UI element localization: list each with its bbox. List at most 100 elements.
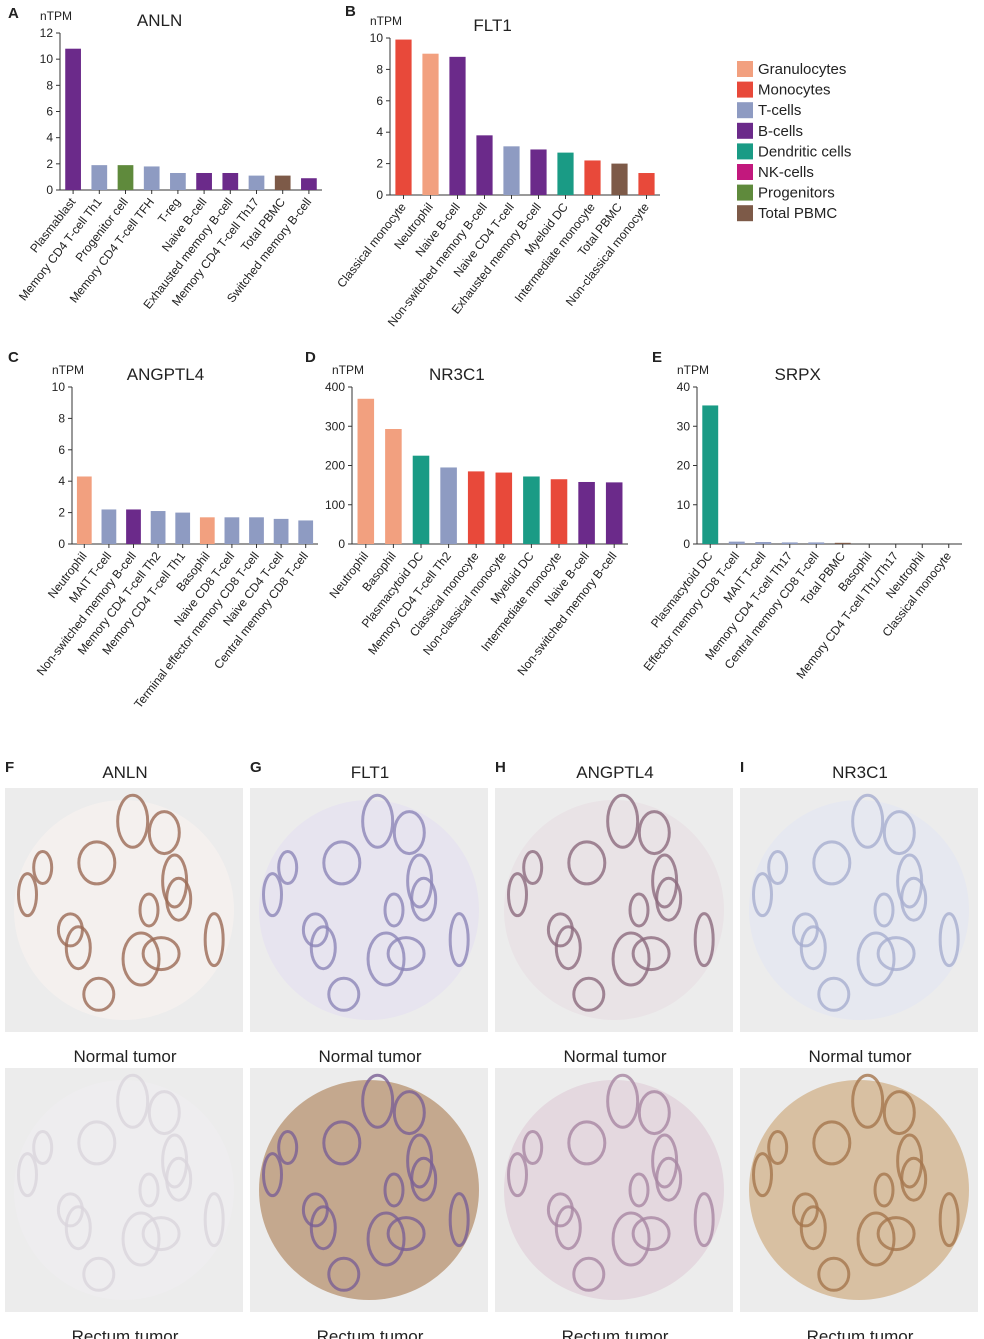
tissue-structure <box>856 1211 896 1267</box>
chart-title: SRPX <box>775 365 821 384</box>
bar <box>357 398 375 544</box>
panel-label: F <box>5 759 14 776</box>
y-tick-label: 30 <box>677 419 691 433</box>
bar <box>274 175 291 190</box>
tissue-structure <box>637 810 671 856</box>
tissue-structure <box>554 925 582 971</box>
tissue-structure <box>141 1216 181 1252</box>
tissue-image <box>14 1073 234 1300</box>
panel-title: ANGPTL4 <box>576 763 653 782</box>
tissue-structure <box>121 931 161 987</box>
bar <box>222 172 239 190</box>
tissue-image <box>259 1073 479 1300</box>
tissue-structure <box>366 931 406 987</box>
x-tick-label: Neutrophil <box>326 549 371 601</box>
bar <box>702 405 719 544</box>
bar <box>412 455 430 544</box>
bar <box>175 512 191 544</box>
panel-label: C <box>8 349 19 366</box>
tissue-structure <box>262 872 284 918</box>
y-tick-label: 8 <box>58 411 65 425</box>
panel-label: H <box>495 759 506 776</box>
tissue-structure <box>637 1090 671 1136</box>
tissue-structure <box>799 1205 827 1251</box>
bar <box>301 178 317 190</box>
bar <box>550 479 568 544</box>
tissue-structure <box>693 1192 715 1248</box>
bar <box>530 149 547 195</box>
bar <box>117 165 134 190</box>
tissue-structure <box>856 931 896 987</box>
tissue-structure <box>386 936 426 972</box>
bar <box>440 467 457 544</box>
tissue-structure <box>812 840 852 886</box>
y-tick-label: 100 <box>325 498 345 512</box>
y-axis-label: nTPM <box>40 9 72 23</box>
legend-swatch <box>737 81 753 98</box>
tissue-structure <box>203 912 225 968</box>
tissue-image <box>14 793 234 1020</box>
legend-swatch <box>737 61 753 77</box>
tissue-structure <box>507 872 529 918</box>
tissue-structure <box>873 892 895 928</box>
bar <box>273 518 289 544</box>
bar <box>249 517 264 544</box>
tissue-structure <box>322 840 362 886</box>
tissue-structure <box>882 1090 916 1136</box>
bar <box>395 39 412 195</box>
tissue-structure <box>17 1152 39 1198</box>
chart-title: FLT1 <box>473 16 511 35</box>
tissue-image <box>504 1073 724 1300</box>
bar <box>584 160 601 195</box>
tissue-structure <box>262 1152 284 1198</box>
y-tick-label: 10 <box>52 380 66 394</box>
caption: Rectum tumor <box>317 1327 424 1339</box>
bar <box>170 172 186 190</box>
legend-swatch <box>737 184 753 201</box>
legend-label: Dendritic cells <box>758 143 851 160</box>
tissue-structure <box>767 850 789 886</box>
tissue-structure <box>900 876 928 922</box>
tissue-core <box>749 800 969 1020</box>
caption: Rectum tumor <box>807 1327 914 1339</box>
legend-label: T-cells <box>758 102 801 119</box>
tissue-structure <box>572 1256 606 1292</box>
tissue-structure <box>791 912 819 948</box>
tissue-structure <box>572 976 606 1012</box>
tissue-structure <box>327 976 361 1012</box>
y-tick-label: 6 <box>376 94 383 108</box>
tissue-structure <box>882 810 916 856</box>
tissue-structure <box>165 876 193 922</box>
tissue-structure <box>522 850 544 886</box>
tissue-structure <box>567 1120 607 1166</box>
tissue-image <box>749 793 969 1020</box>
tissue-structure <box>876 1216 916 1252</box>
chart-title: NR3C1 <box>429 365 485 384</box>
bar <box>199 517 215 544</box>
panel-label: G <box>250 759 262 776</box>
bar <box>557 152 574 195</box>
tissue-structure <box>448 912 470 968</box>
y-tick-label: 6 <box>58 443 65 457</box>
tissue-structure <box>361 793 395 849</box>
tissue-structure <box>77 1120 117 1166</box>
tissue-core <box>504 800 724 1020</box>
tissue-structure <box>301 1192 329 1228</box>
y-tick-label: 2 <box>376 157 383 171</box>
tissue-structure <box>752 1152 774 1198</box>
tissue-image <box>749 1073 969 1300</box>
tissue-structure <box>655 876 683 922</box>
tissue-structure <box>507 1152 529 1198</box>
y-tick-label: 0 <box>683 537 690 551</box>
y-tick-label: 10 <box>40 52 54 66</box>
bar <box>638 173 655 195</box>
panel-label: E <box>652 349 662 366</box>
bar <box>605 482 623 544</box>
legend-label: Total PBMC <box>758 205 837 222</box>
tissue-structure <box>56 912 84 948</box>
y-tick-label: 12 <box>40 26 54 40</box>
legend-label: Granulocytes <box>758 61 846 78</box>
y-tick-label: 2 <box>46 157 53 171</box>
bar <box>834 542 851 544</box>
tissue-structure <box>392 1090 426 1136</box>
